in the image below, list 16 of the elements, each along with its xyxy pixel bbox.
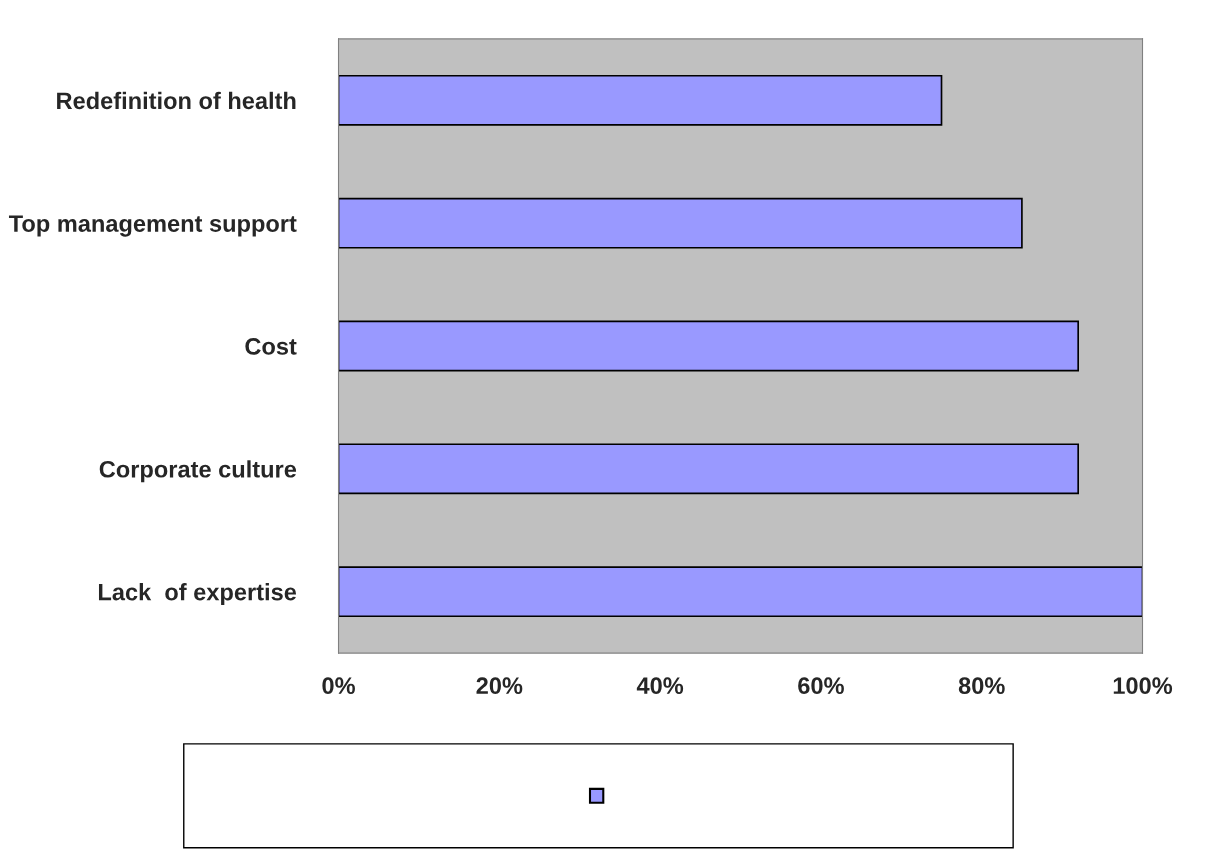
- x-tick-label: 60%: [798, 677, 844, 695]
- y-tick-label: Lack of expertise: [98, 583, 297, 606]
- bar: [338, 443, 1080, 495]
- y-tick-label: Corporate culture: [99, 460, 297, 483]
- y-tick-label: Top management support: [8, 215, 297, 237]
- x-tick-label: 0%: [322, 677, 355, 695]
- bar: [338, 197, 1023, 249]
- y-tick-label: Redefinition of health: [57, 91, 296, 110]
- x-tick-label: 80%: [958, 677, 1005, 695]
- bar: [338, 566, 1143, 618]
- y-tick-label: Cost: [245, 338, 297, 355]
- bar: [338, 320, 1080, 372]
- x-tick-label: 100%: [1113, 677, 1173, 695]
- bar: [338, 74, 943, 126]
- x-tick-label: 40%: [636, 677, 684, 695]
- x-tick-label: 20%: [476, 677, 523, 695]
